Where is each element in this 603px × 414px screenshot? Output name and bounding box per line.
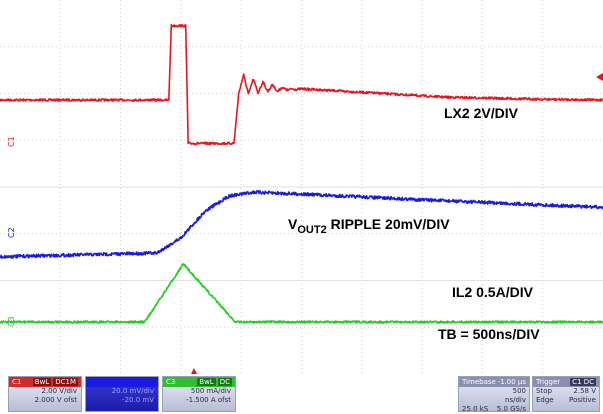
trace-lx2 (0, 24, 603, 146)
vout-label-rest: RIPPLE 20mV/DIV (327, 216, 451, 232)
c1-offset: 2.000 V ofst (34, 396, 77, 404)
c3-name: C3 (166, 378, 176, 386)
trigger-level-marker (596, 73, 603, 81)
trigger-tag: C1 DC (570, 378, 596, 386)
lx2-label: LX2 2V/DIV (444, 105, 519, 121)
trigger-row-1: 2.58 V (573, 387, 596, 395)
timebase-row-2: 25.0 kS (462, 405, 489, 413)
trigger-rows: Stop 2.58 V Edge Positive (533, 387, 599, 405)
c3-tag: BwL (197, 378, 216, 386)
c1-tag: BwL (32, 378, 52, 386)
trace-il2 (0, 263, 603, 324)
c2-status-header (86, 377, 158, 387)
c3-offset: -1.500 A ofst (186, 396, 231, 404)
timebase-value: -1.00 µs (497, 378, 526, 386)
c3-status[interactable]: C3 BwL DC 500 mA/div -1.500 A ofst (162, 376, 236, 412)
c1-name: C1 (12, 378, 22, 386)
c3-status-header: C3 BwL DC (163, 377, 235, 387)
vout-label-main: V (288, 216, 298, 232)
c3-marker: C3 (7, 316, 16, 327)
c3-scale: 500 mA/div (190, 387, 231, 395)
timebase-row-1: 500 ns/div (505, 387, 526, 404)
timebase-header: Timebase -1.00 µs (459, 377, 529, 387)
vout-label: VOUT2 RIPPLE 20mV/DIV (288, 216, 450, 236)
c3-tag2: DC (217, 378, 232, 386)
trace-vout2 (0, 190, 603, 259)
c2-scale: 20.0 mV/div (111, 387, 154, 395)
c1-tag2: DC1M (53, 378, 78, 386)
traces (0, 24, 603, 324)
trigger-position-marker (191, 368, 197, 374)
timebase-row-3: 5.0 GS/s (496, 405, 526, 413)
timebase-rows: 500 ns/div 25.0 kS 5.0 GS/s (459, 387, 529, 414)
trigger-row-2: Edge (536, 396, 554, 404)
c2-offset: -20.0 mV (122, 396, 154, 404)
grid (0, 0, 603, 374)
c1-status[interactable]: C1 BwL DC1M 2.00 V/div 2.000 V ofst (8, 376, 82, 412)
timebase-status[interactable]: Timebase -1.00 µs 500 ns/div 25.0 kS 5.0… (458, 376, 530, 414)
status-bar: C1 BwL DC1M 2.00 V/div 2.000 V ofst 20.0… (0, 374, 603, 414)
trigger-header: Trigger C1 DC (533, 377, 599, 387)
trigger-title: Trigger (536, 378, 561, 386)
c2-marker: C2 (7, 227, 16, 238)
trigger-status[interactable]: Trigger C1 DC Stop 2.58 V Edge Positive (532, 376, 600, 412)
il2-label: IL2 0.5A/DIV (452, 284, 534, 300)
timebase-title: Timebase (462, 378, 496, 386)
trigger-row-0: Stop (536, 387, 552, 395)
vout-label-sub: OUT2 (297, 224, 326, 236)
trigger-row-3: Positive (569, 396, 596, 404)
timebase-row-0 (462, 387, 494, 405)
c1-scale: 2.00 V/div (41, 387, 78, 395)
timebase-label: TB = 500ns/DIV (438, 326, 540, 342)
c1-marker: C1 (7, 136, 16, 147)
c1-status-header: C1 BwL DC1M (9, 377, 81, 387)
c2-status[interactable]: 20.0 mV/div -20.0 mV (85, 376, 159, 412)
